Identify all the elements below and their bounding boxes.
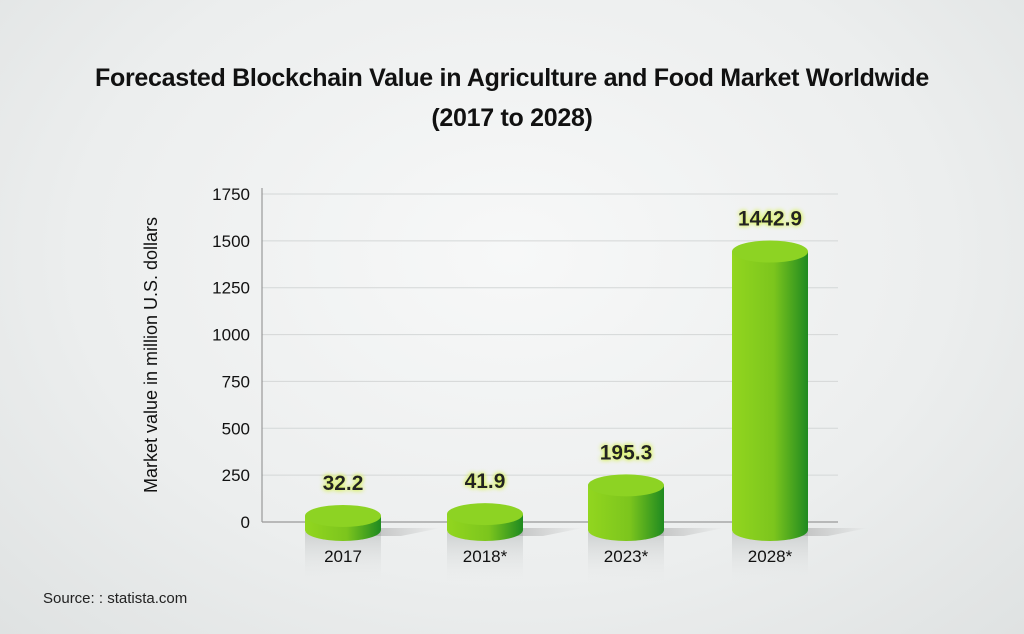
x-tick-label: 2017 — [324, 547, 362, 566]
bar-shadow — [802, 528, 868, 536]
bar-2017: 32.2 2017 — [305, 472, 441, 582]
source-note: Source: : statista.com — [43, 590, 188, 607]
x-tick-label: 2018* — [463, 547, 508, 566]
data-label: 1442.9 — [738, 208, 802, 231]
bar-top — [732, 240, 808, 263]
bar-2023*: 195.3 2023* — [588, 441, 724, 582]
y-tick-label: 250 — [222, 466, 250, 485]
y-axis-label: Market value in million U.S. dollars — [141, 217, 161, 493]
y-tick-label: 1750 — [212, 185, 250, 204]
chart-title: Forecasted Blockchain Value in Agricultu… — [0, 58, 1024, 138]
bar-body — [732, 251, 808, 541]
x-tick-label: 2023* — [604, 547, 649, 566]
bar-shadow — [517, 528, 583, 536]
chart-title-line2: (2017 to 2028) — [431, 104, 593, 132]
bar-shadow — [375, 528, 441, 536]
bar-shadow — [658, 528, 724, 536]
y-tick-label: 500 — [222, 419, 250, 438]
y-tick-label: 750 — [222, 372, 250, 391]
bar-top — [447, 503, 523, 526]
y-tick-label: 0 — [241, 513, 250, 532]
data-label: 41.9 — [465, 470, 506, 493]
bar-body — [588, 485, 664, 541]
bar-2018*: 41.9 2018* — [447, 470, 583, 582]
y-tick-label: 1500 — [212, 232, 250, 251]
y-tick-label: 1250 — [212, 279, 250, 298]
bar-top — [305, 504, 381, 527]
bar-2028*: 1442.9 2028* — [732, 208, 868, 582]
bar-top — [588, 474, 664, 497]
x-tick-label: 2028* — [748, 547, 793, 566]
data-label: 32.2 — [323, 472, 364, 495]
y-tick-label: 1000 — [212, 326, 250, 345]
chart-title-line1: Forecasted Blockchain Value in Agricultu… — [95, 64, 929, 92]
data-label: 195.3 — [600, 441, 653, 464]
